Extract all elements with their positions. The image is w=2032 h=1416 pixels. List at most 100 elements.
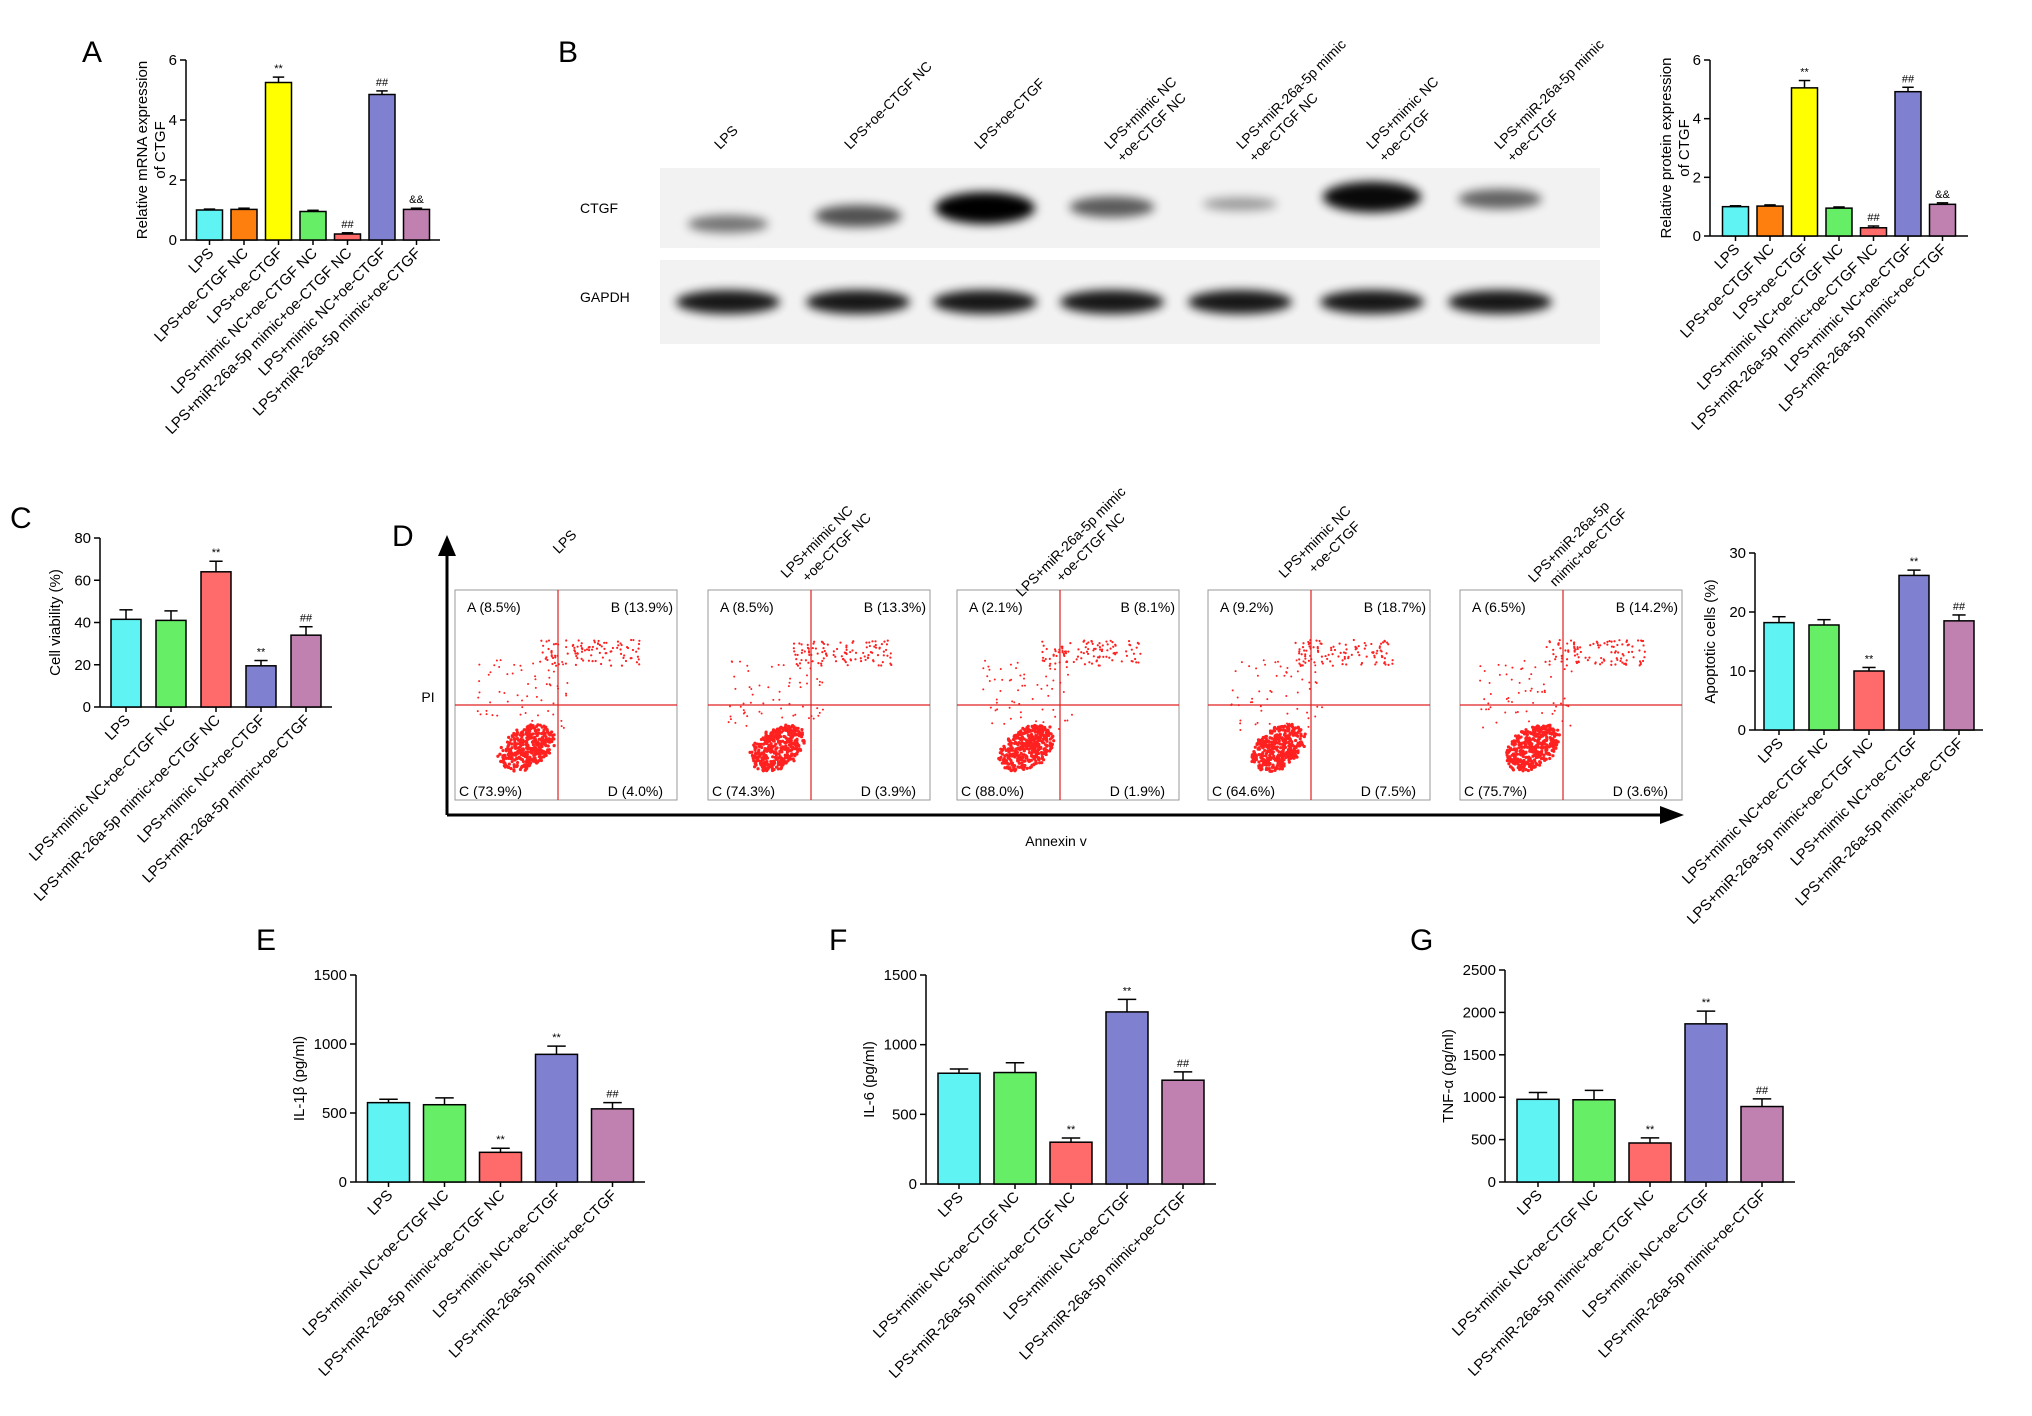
chart-d-y-label-line: Apoptotic cells (%) [1702, 579, 1719, 703]
flow-dot [1606, 643, 1609, 646]
flow-dot [478, 691, 481, 694]
flow-dot [515, 764, 519, 769]
chart-b-significance: ## [1867, 212, 1880, 224]
flow-dot [1528, 744, 1532, 748]
flow-dot [476, 710, 479, 713]
flow-dot [619, 648, 622, 651]
flow-dot [1576, 647, 1579, 651]
flow-dot [1303, 732, 1307, 736]
flow-dot [1544, 660, 1547, 663]
flow-dot [524, 760, 528, 764]
flow-dot [775, 737, 780, 741]
flow-dot [793, 747, 797, 751]
flow-dot [1077, 648, 1080, 651]
blot-lane-label-line: LPS+oe-CTGF NC [841, 58, 935, 152]
flow-dot [479, 713, 482, 716]
flow-dot [544, 657, 547, 660]
flow-dot [534, 737, 538, 742]
flow-dot [845, 646, 848, 649]
flow-dot [1352, 638, 1355, 642]
flow-dot [753, 761, 757, 766]
flow-dot [1070, 713, 1073, 716]
flow-dot [1532, 754, 1537, 758]
flow-dot [1292, 727, 1296, 731]
flow-dot [1517, 736, 1521, 740]
flow-dot [779, 739, 783, 744]
flow-dot [1544, 757, 1548, 761]
flow-dot [1041, 650, 1044, 654]
flow-dot [822, 657, 825, 660]
flow-dot [562, 726, 565, 729]
flow-dot [1102, 655, 1105, 658]
flow-dot [1286, 667, 1289, 670]
flow-dot [573, 646, 576, 649]
flow-dot [822, 647, 825, 650]
flow-dot [1588, 656, 1591, 659]
flow-dot [863, 655, 866, 658]
flow-dot [811, 660, 814, 663]
flow-dot [1625, 640, 1628, 644]
flow-dot [1025, 740, 1029, 744]
flow-dot [1013, 740, 1018, 744]
chart-a-bar-lps-mimic-nc-oe-ctgf [368, 93, 396, 241]
flow-dot [547, 709, 550, 712]
flow-dot [580, 642, 583, 645]
flow-plot-frame [707, 589, 931, 801]
flow-dot [772, 759, 776, 764]
flow-dot [1009, 761, 1014, 765]
chart-c-y-tick-label: 20 [74, 657, 91, 674]
flow-dot [1307, 643, 1310, 646]
chart-f-significance: ** [1067, 1124, 1076, 1136]
flow-dot [510, 759, 514, 764]
flow-dot [1373, 656, 1376, 659]
flow-dot [1066, 719, 1069, 722]
flow-dot [548, 740, 552, 744]
flow-dot [619, 642, 622, 645]
flow-dot [533, 756, 537, 760]
flow-dot [788, 727, 792, 731]
flow-dot [1268, 722, 1271, 725]
flow-dot [1296, 691, 1299, 694]
flow-dot [845, 644, 848, 647]
flow-dot [477, 696, 480, 699]
flow-dot [734, 687, 737, 690]
flow-dot [1365, 655, 1368, 658]
flow-dot [521, 706, 524, 709]
flow-dot [1287, 760, 1291, 764]
flow-dot [816, 652, 819, 655]
flow-dot [1642, 644, 1645, 647]
flow-dot [1539, 757, 1544, 761]
chart-d-y-tick-label: 10 [1729, 663, 1746, 680]
flow-dot [783, 756, 787, 760]
flow-dot [1105, 640, 1108, 643]
flow-dot [1038, 761, 1042, 765]
flow-dot [513, 663, 516, 666]
flow-dot [1272, 746, 1276, 750]
chart-d-bar-lps-mir-26a-5p-mimic-oe-ctgf [1943, 620, 1975, 731]
flow-dot [854, 658, 857, 661]
flow-dot [801, 649, 804, 652]
panel-letter-d: D [392, 520, 414, 553]
chart-g-bar-lps-mir-26a-5p-mimic-oe-ctgf-nc [1628, 1142, 1672, 1183]
flow-dot [835, 647, 839, 651]
flow-dot [783, 753, 787, 757]
flow-dot [1341, 659, 1344, 662]
flow-dot [745, 724, 748, 727]
flow-dot [793, 753, 797, 757]
flow-dot [811, 646, 814, 650]
flow-dot [1528, 677, 1531, 680]
flow-dot [1026, 733, 1030, 738]
flow-dot [552, 744, 556, 748]
flow-dot [1266, 750, 1271, 754]
flow-dot [1514, 734, 1518, 738]
flow-dot [1080, 657, 1083, 660]
chart-f-bar-lps [937, 1072, 981, 1185]
panel-letter-g: G [1410, 924, 1433, 957]
flow-dot [564, 662, 568, 665]
flow-dot [1016, 759, 1020, 763]
flow-dot [1009, 754, 1013, 758]
flow-dot [1525, 732, 1529, 737]
chart-e-y-label-line: IL-1β (pg/ml) [291, 1036, 308, 1121]
flow-dot [1304, 653, 1307, 656]
